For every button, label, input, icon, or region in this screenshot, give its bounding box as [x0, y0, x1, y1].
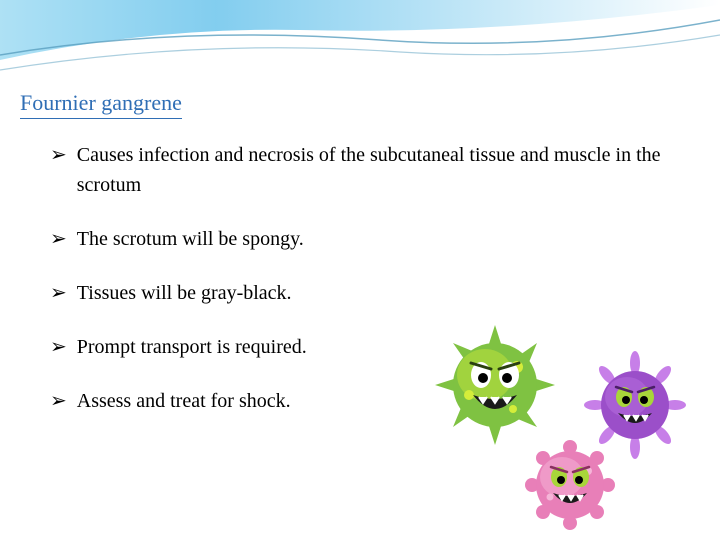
bullet-text: Causes infection and necrosis of the sub… — [77, 140, 670, 200]
bullet-text: Tissues will be gray-black. — [77, 278, 670, 308]
germs-illustration — [420, 310, 700, 530]
bullet-marker-icon: ➢ — [50, 332, 67, 362]
bullet-item: ➢ The scrotum will be spongy. — [50, 224, 670, 254]
bullet-item: ➢ Causes infection and necrosis of the s… — [50, 140, 670, 200]
bullet-marker-icon: ➢ — [50, 140, 67, 170]
bullet-text: The scrotum will be spongy. — [77, 224, 670, 254]
bullet-item: ➢ Tissues will be gray-black. — [50, 278, 670, 308]
germ-pink-icon — [525, 440, 615, 530]
bullet-marker-icon: ➢ — [50, 278, 67, 308]
bullet-marker-icon: ➢ — [50, 386, 67, 416]
germ-green-icon — [435, 325, 555, 445]
germ-purple-icon — [584, 351, 686, 459]
bullet-marker-icon: ➢ — [50, 224, 67, 254]
slide-title: Fournier gangrene — [20, 90, 182, 119]
